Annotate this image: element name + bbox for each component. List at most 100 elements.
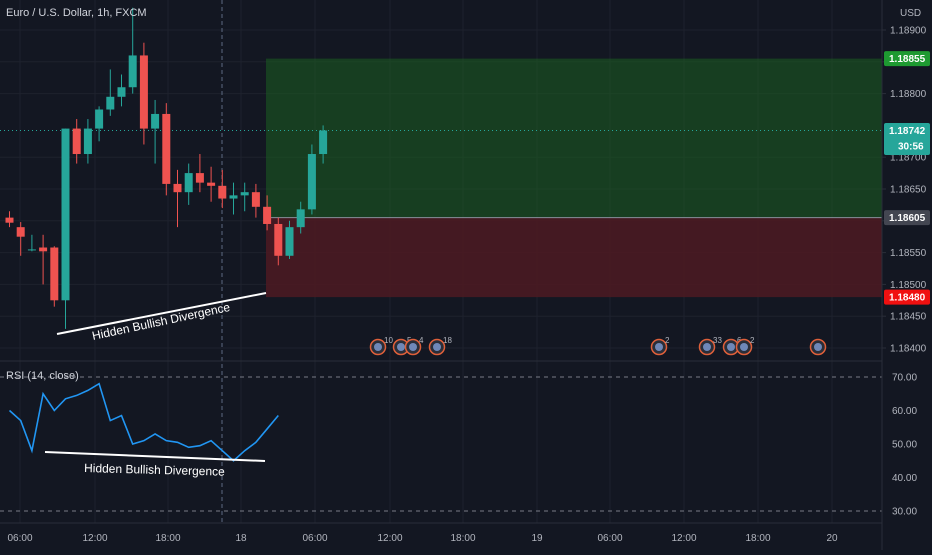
symbol-title: Euro / U.S. Dollar, 1h, FXCM [6,7,147,19]
rsi-divergence-label: Hidden Bullish Divergence [84,461,225,479]
entry-price-label: 1.18605 [889,213,926,224]
current-price-tag: 1.18742 30:56 [884,122,930,155]
rsi-tick-label: 30.00 [892,507,917,518]
price-tick-label: 1.18450 [890,312,927,323]
candle-body [16,227,25,237]
rsi-divergence-trendline[interactable] [44,451,266,462]
entry-price-tag: 1.18605 [884,210,930,226]
candle-body [229,195,238,199]
rsi-pane [0,376,882,512]
event-flag-icon [814,343,822,351]
rsi-tick-label: 40.00 [892,473,917,484]
long-position-tool[interactable] [266,58,882,298]
price-tick-label: 1.18800 [890,89,927,100]
time-tick-label: 20 [826,533,838,544]
candle-body [128,55,137,88]
current-price-label: 1.18742 [889,126,926,137]
target-tag-background [884,51,930,67]
price-divergence-trendline[interactable] [56,292,267,335]
price-tags: 1.18855 1.18742 30:56 1.18605 1.18480 [884,51,930,305]
rsi-tick-label: 60.00 [892,406,917,417]
bar-countdown-label: 30:56 [898,141,924,152]
time-tick-label: 12:00 [377,533,402,544]
profit-zone[interactable] [266,58,882,218]
time-tick-label: 06:00 [302,533,327,544]
target-price-tag: 1.18855 [884,51,930,67]
candle-body [240,192,249,196]
rsi-line [8,382,279,462]
time-tick-label: 12:00 [82,533,107,544]
candle-body [218,185,227,199]
candle-body [162,113,171,184]
event-flag-icon [397,343,405,351]
candle-body [207,182,216,186]
candle-body [307,154,316,210]
price-tick-label: 1.18400 [890,344,927,355]
time-tick-label: 06:00 [7,533,32,544]
candle-body [117,87,126,97]
time-tick-label: 06:00 [597,533,622,544]
event-flag-icon [433,343,441,351]
rsi-divergence-annotation[interactable]: Hidden Bullish Divergence [44,451,266,479]
economic-events[interactable]: 10541823362 [369,336,827,356]
event-count-label: 18 [443,336,452,345]
stop-price-label: 1.18480 [889,293,926,304]
price-tick-label: 1.18550 [890,248,927,259]
entry-tag-background [884,210,930,226]
event-flag-icon [655,343,663,351]
event-count-label: 2 [665,336,670,345]
candle-body [5,217,14,223]
rsi-pane-title: RSI (14, close) [6,370,79,382]
candle-body [274,223,283,256]
loss-zone[interactable] [266,217,882,298]
candle-body [27,249,36,251]
time-tick-label: 19 [531,533,543,544]
candle-body [139,55,148,129]
price-tick-label: 1.18700 [890,153,927,164]
rsi-tick-label: 50.00 [892,440,917,451]
time-axis[interactable]: 06:00 12:00 18:00 18 06:00 12:00 18:00 19 06:00 1… [0,522,882,544]
time-tick-label: 18 [235,533,247,544]
candle-body [319,130,328,155]
candle-body [61,128,70,301]
candle-body [251,192,260,207]
candle-body [39,247,48,252]
candle-body [263,206,272,224]
candle-body [285,227,294,256]
event-flag-icon [740,343,748,351]
price-tick-label: 1.18900 [890,26,927,37]
event-count-label: 4 [419,336,424,345]
target-price-label: 1.18855 [889,54,926,65]
currency-label: USD [900,8,921,19]
event-flag-icon [727,343,735,351]
event-flag-icon [374,343,382,351]
candle-body [50,247,59,301]
event-count-label: 10 [384,336,393,345]
stop-tag-background [884,289,930,305]
candle-body [151,113,160,129]
candle-body [106,96,115,110]
price-tick-label: 1.18650 [890,185,927,196]
candles [5,7,328,329]
stop-price-tag: 1.18480 [884,289,930,305]
rsi-tick-label: 70.00 [892,373,917,384]
candle-body [195,173,204,183]
time-tick-label: 18:00 [745,533,770,544]
time-tick-label: 12:00 [671,533,696,544]
candle-body [173,183,182,193]
event-flag-icon [703,343,711,351]
current-tag-background [884,122,930,155]
event-flag-icon [409,343,417,351]
time-tick-label: 18:00 [155,533,180,544]
event-count-label: 33 [713,336,722,345]
candle-body [83,128,92,155]
price-tick-label: 1.18500 [890,280,927,291]
candle-body [72,128,81,155]
candle-body [184,173,193,193]
event-count-label: 2 [750,336,755,345]
candle-body [95,109,104,129]
time-tick-label: 18:00 [450,533,475,544]
candle-body [296,209,305,228]
